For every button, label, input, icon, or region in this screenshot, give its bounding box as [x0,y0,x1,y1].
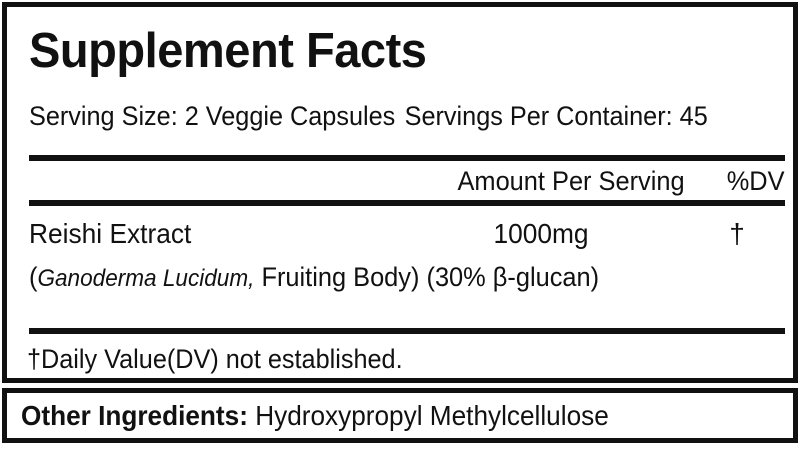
servings-per-container-text: Servings Per Container: 45 [404,101,708,131]
column-header-row: Amount Per Serving %DV [29,162,785,200]
divider-rule-footnote [29,328,785,334]
column-header-percent-dv: %DV [727,166,785,196]
other-ingredients-value: Hydroxypropyl Methylcellulose [255,400,609,431]
other-ingredients-panel: Other Ingredients: Hydroxypropyl Methylc… [2,388,798,443]
daily-value-footnote: †Daily Value(DV) not established. [27,344,403,374]
ingredient-subline-rest: Fruiting Body) (30% β-glucan) [254,262,600,292]
ingredient-latin-name: Ganoderma Lucidum, [37,265,255,292]
supplement-facts-panel: Supplement Facts Serving Size: 2 Veggie … [2,2,798,383]
ingredient-name: Reishi Extract [29,218,192,249]
column-header-amount-per-serving: Amount Per Serving [457,166,685,196]
ingredient-daily-value: † [729,218,745,249]
serving-size-text: Serving Size: 2 Veggie Capsules [29,101,396,131]
other-ingredients-line: Other Ingredients: Hydroxypropyl Methylc… [21,397,609,434]
subline-open-paren: ( [29,262,38,292]
divider-rule-top [29,155,785,161]
table-row: Reishi Extract 1000mg † [29,213,785,255]
panel-inner: Supplement Facts Serving Size: 2 Veggie … [7,7,793,378]
divider-rule-header-bottom [29,200,785,206]
serving-info-line: Serving Size: 2 Veggie Capsules Servings … [29,101,736,131]
page-title: Supplement Facts [29,24,427,78]
other-ingredients-label: Other Ingredients: [21,400,248,431]
ingredient-subline: (Ganoderma Lucidum, Fruiting Body) (30% … [29,259,740,297]
ingredient-amount: 1000mg [493,218,589,249]
